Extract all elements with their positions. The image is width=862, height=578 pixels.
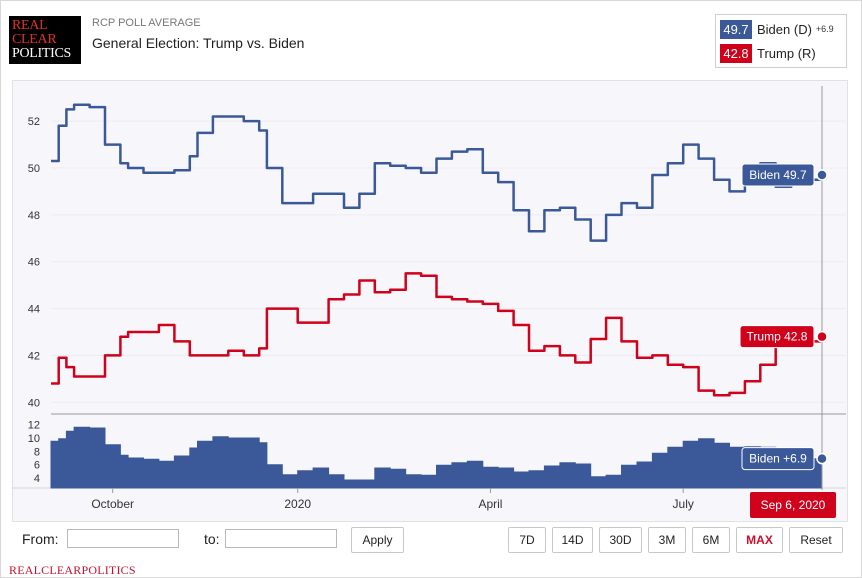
legend-biden-spread: +6.9 <box>815 24 834 34</box>
apply-button[interactable]: Apply <box>351 527 404 553</box>
cursor-date-label: Sep 6, 2020 <box>761 498 826 512</box>
y-tick-label-spread: 6 <box>34 460 40 472</box>
biden-end-label-box <box>741 163 815 187</box>
from-label: From: <box>22 531 59 547</box>
biden-end-marker <box>816 169 828 181</box>
trump-end-label: Trump 42.8 <box>747 330 808 344</box>
legend: 49.7 Biden (D) +6.9 42.8 Trump (R) <box>715 14 847 68</box>
x-tick-label: October <box>91 497 134 511</box>
trump-series-line <box>51 272 824 397</box>
spread-area <box>50 426 823 489</box>
x-tick-label: April <box>478 497 502 511</box>
biden-series-line <box>51 103 824 242</box>
legend-biden[interactable]: 49.7 Biden (D) +6.9 <box>720 19 834 39</box>
range-max-button[interactable]: MAX <box>736 527 783 553</box>
reset-button[interactable]: Reset <box>789 527 843 553</box>
range-14d-button[interactable]: 14D <box>552 527 593 553</box>
logo-line-2: CLEAR <box>12 32 57 47</box>
to-label: to: <box>204 531 220 547</box>
spread-end-label: Biden +6.9 <box>749 452 807 466</box>
y-tick-label-spread: 10 <box>28 433 40 445</box>
to-date-input[interactable] <box>225 529 337 548</box>
range-7d-button[interactable]: 7D <box>508 527 546 553</box>
chart-title: General Election: Trump vs. Biden <box>92 35 305 51</box>
y-tick-label-main: 44 <box>28 304 40 316</box>
legend-trump[interactable]: 42.8 Trump (R) <box>720 43 816 63</box>
logo-line-1: REAL <box>12 18 48 33</box>
from-date-input[interactable] <box>67 529 179 548</box>
rcp-logo: REAL CLEAR POLITICS <box>9 16 81 64</box>
cursor-date-box <box>750 492 836 518</box>
trump-end-label-box <box>739 325 815 349</box>
x-tick-label: July <box>673 497 694 511</box>
spread-end-marker <box>816 452 828 465</box>
legend-biden-name: Biden (D) <box>757 21 812 37</box>
y-tick-label-main: 50 <box>28 163 40 175</box>
y-tick-label-spread: 8 <box>34 446 40 458</box>
range-6m-button[interactable]: 6M <box>692 527 730 553</box>
y-tick-label-main: 40 <box>28 397 40 409</box>
legend-trump-value: 42.8 <box>720 43 752 63</box>
legend-biden-value: 49.7 <box>720 19 752 39</box>
y-tick-label-main: 48 <box>28 210 40 222</box>
x-tick-label: 2020 <box>284 497 311 511</box>
range-3m-button[interactable]: 3M <box>648 527 686 553</box>
poll-average-label: RCP POLL AVERAGE <box>92 17 201 29</box>
cursor-date-flag: Sep 6, 2020 <box>750 492 836 518</box>
y-tick-label-main: 42 <box>28 350 40 362</box>
y-tick-label-spread: 12 <box>28 420 40 432</box>
logo-line-3: POLITICS <box>12 46 72 61</box>
footer-brand: REALCLEARPOLITICS <box>9 563 136 577</box>
trump-end-marker <box>816 330 828 343</box>
range-30d-button[interactable]: 30D <box>599 527 642 553</box>
y-tick-label-spread: 4 <box>34 473 40 485</box>
legend-trump-name: Trump (R) <box>757 45 816 61</box>
spread-end-label-box <box>741 447 815 471</box>
y-tick-label-main: 52 <box>28 116 40 128</box>
biden-end-label: Biden 49.7 <box>749 168 807 182</box>
y-tick-label-main: 46 <box>28 257 40 269</box>
